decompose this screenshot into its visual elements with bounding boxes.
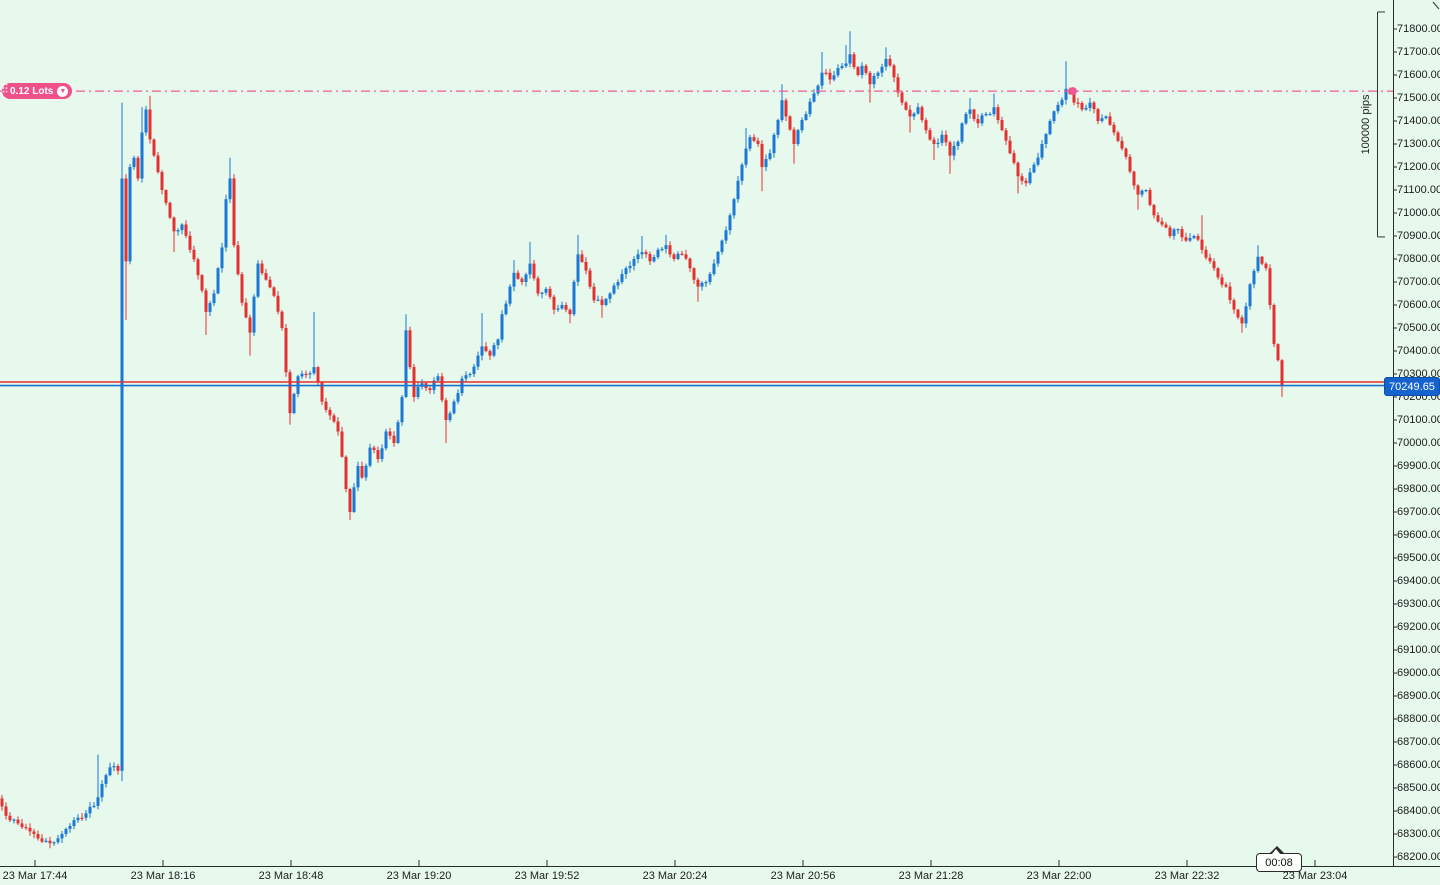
price-axis-label: 68200.00 [1397, 851, 1440, 863]
price-axis-label: 71400.00 [1397, 115, 1440, 127]
price-axis-label: 71200.00 [1397, 161, 1440, 173]
time-axis-label: 23 Mar 22:32 [1154, 870, 1220, 882]
price-axis-label: 70400.00 [1397, 345, 1440, 357]
price-axis-label: 68800.00 [1397, 713, 1440, 725]
time-axis-label: 23 Mar 17:44 [2, 870, 68, 882]
price-axis-label: 69700.00 [1397, 506, 1440, 518]
time-axis-label: 23 Mar 18:16 [130, 870, 196, 882]
price-axis-label: 68400.00 [1397, 805, 1440, 817]
time-axis-label: 23 Mar 19:20 [386, 870, 452, 882]
price-axis-label: 69100.00 [1397, 644, 1440, 656]
price-axis-label: 69500.00 [1397, 552, 1440, 564]
price-axis-label: 68900.00 [1397, 690, 1440, 702]
price-axis-label: 69400.00 [1397, 575, 1440, 587]
candle-countdown: 00:08 [1256, 845, 1302, 872]
price-axis-label: 71600.00 [1397, 69, 1440, 81]
price-axis-label: 71800.00 [1397, 23, 1440, 35]
price-axis-label: 69600.00 [1397, 529, 1440, 541]
pips-measurement: 100000 pips [1360, 11, 1385, 238]
price-axis-label: 69900.00 [1397, 460, 1440, 472]
order-lots-label: 0.12 Lots [10, 85, 54, 97]
price-axis-label: 70700.00 [1397, 276, 1440, 288]
candles [0, 31, 1284, 849]
price-axis-label: 71500.00 [1397, 92, 1440, 104]
corner-mark [1432, 1, 1440, 10]
price-axis-label: 70800.00 [1397, 253, 1440, 265]
price-axis-label: 69200.00 [1397, 621, 1440, 633]
price-axis-label: 70600.00 [1397, 299, 1440, 311]
price-axis-label: 71000.00 [1397, 207, 1440, 219]
order-line-handle[interactable] [1069, 87, 1077, 96]
price-axis-label: 71700.00 [1397, 46, 1440, 58]
price-axis-label: 68300.00 [1397, 828, 1440, 840]
time-axis-label: 23 Mar 20:56 [770, 870, 836, 882]
time-axis-label: 23 Mar 21:28 [898, 870, 964, 882]
time-axis-label: 23 Mar 20:24 [642, 870, 708, 882]
price-axis-label: 70100.00 [1397, 414, 1440, 426]
price-axis-label: 69000.00 [1397, 667, 1440, 679]
time-axis-label: 23 Mar 19:52 [514, 870, 580, 882]
price-axis-label: 70000.00 [1397, 437, 1440, 449]
pips-bracket-label: 100000 pips [1360, 94, 1372, 154]
axis-lines [0, 0, 1440, 867]
price-axis-label: 68600.00 [1397, 759, 1440, 771]
price-axis-label: 69300.00 [1397, 598, 1440, 610]
time-axis-label: 23 Mar 22:00 [1026, 870, 1092, 882]
price-axis-label: 71300.00 [1397, 138, 1440, 150]
price-axis-label: 70500.00 [1397, 322, 1440, 334]
time-axis-label: 23 Mar 18:48 [258, 870, 324, 882]
order-lots-badge[interactable]: 0.12 Lots ▼ [2, 83, 73, 99]
price-axis-label: 69800.00 [1397, 483, 1440, 495]
price-axis-label: 71100.00 [1397, 184, 1440, 196]
price-axis-label: 70900.00 [1397, 230, 1440, 242]
overlay-lines [0, 87, 1393, 387]
current-price-badge: 70249.65 [1384, 377, 1440, 396]
price-axis-label: 68500.00 [1397, 782, 1440, 794]
chevron-down-icon[interactable]: ▼ [57, 85, 69, 97]
time-axis-label: 23 Mar 23:04 [1282, 870, 1348, 882]
price-axis-label: 68700.00 [1397, 736, 1440, 748]
